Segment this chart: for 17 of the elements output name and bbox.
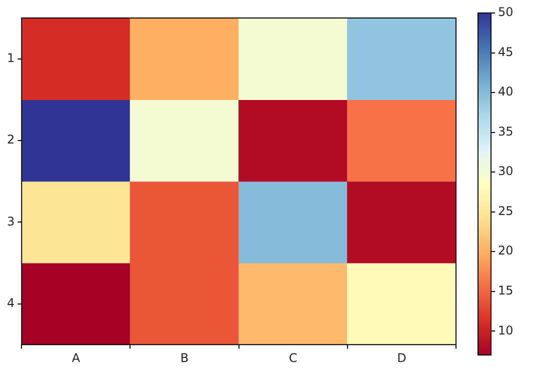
y-tick-label: 1 [6,50,15,65]
y-tick-label: 3 [6,214,15,228]
color-bar-label: 10 [498,323,514,338]
x-tick-label: C [288,350,298,365]
color-bar-label: 40 [498,84,514,99]
color-bar-label: 30 [498,164,514,178]
color-bar-label: 45 [498,44,514,59]
color-bar-label: 20 [498,244,514,258]
y-tick-label: 2 [6,132,15,147]
color-bar-label: 25 [498,204,514,218]
color-bar-label: 35 [498,124,514,138]
x-tick-label: D [397,350,406,365]
x-tick-label: B [180,350,189,365]
color-bar-label: 15 [498,283,514,298]
x-tick-label: A [72,350,81,365]
y-tick-label: 4 [6,296,15,310]
color-bar-label: 50 [498,5,514,20]
